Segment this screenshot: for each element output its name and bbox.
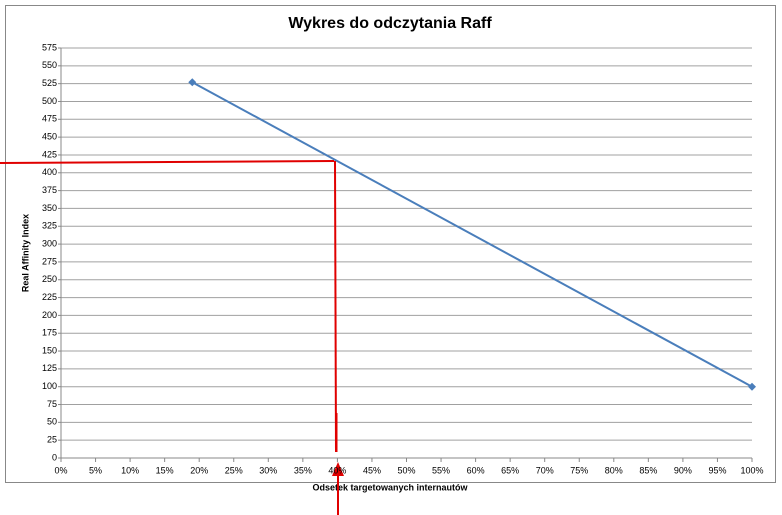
annotation: [0, 160, 344, 515]
x-tick-label: 20%: [190, 465, 208, 475]
x-tick-label: 25%: [225, 465, 243, 475]
x-tick-label: 40%: [328, 465, 346, 475]
y-tick-label: 175: [42, 328, 57, 338]
y-tick-label: 200: [42, 310, 57, 320]
y-tick-label: 250: [42, 274, 57, 284]
x-tick-label: 10%: [121, 465, 139, 475]
x-tick-label: 60%: [467, 465, 485, 475]
y-tick-label: 275: [42, 256, 57, 266]
y-tick-label: 125: [42, 363, 57, 373]
x-tick-label: 45%: [363, 465, 381, 475]
y-tick-label: 150: [42, 345, 57, 355]
x-tick-label: 70%: [536, 465, 554, 475]
data-point: [188, 78, 197, 87]
x-tick-label: 50%: [397, 465, 415, 475]
x-tick-label: 75%: [570, 465, 588, 475]
x-tick-label: 35%: [294, 465, 312, 475]
y-tick-label: 325: [42, 221, 57, 231]
y-tick-label: 75: [47, 399, 57, 409]
x-tick-label: 65%: [501, 465, 519, 475]
x-tick-label: 30%: [259, 465, 277, 475]
y-tick-label: 575: [42, 42, 57, 52]
data-line: [191, 81, 753, 388]
x-tick-label: 95%: [708, 465, 726, 475]
plot: [188, 78, 756, 391]
y-tick-label: 225: [42, 292, 57, 302]
annotation-line: [0, 160, 335, 164]
x-tick-label: 85%: [639, 465, 657, 475]
annotation-line: [334, 160, 337, 453]
x-tick-label: 55%: [432, 465, 450, 475]
y-tick-label: 400: [42, 167, 57, 177]
x-tick-label: 5%: [89, 465, 102, 475]
y-tick-label: 50: [47, 417, 57, 427]
y-tick-label: 475: [42, 114, 57, 124]
x-tick-label: 0%: [54, 465, 67, 475]
y-tick-label: 500: [42, 96, 57, 106]
data-point: [748, 382, 756, 391]
x-axis-title: Odsetek targetowanych internautów: [312, 482, 468, 492]
annotation-arrow-head: [332, 462, 344, 476]
y-tick-label: 300: [42, 238, 57, 248]
x-tick-label: 80%: [605, 465, 623, 475]
y-tick-label: 525: [42, 78, 57, 88]
x-tick-label: 15%: [156, 465, 174, 475]
y-tick-label: 375: [42, 185, 57, 195]
x-tick-label: 100%: [740, 465, 763, 475]
y-tick-label: 350: [42, 203, 57, 213]
y-tick-label: 25: [47, 435, 57, 445]
y-tick-label: 100: [42, 381, 57, 391]
y-axis-title: Real Affinity Index: [20, 214, 30, 292]
y-tick-label: 0: [52, 452, 57, 462]
y-tick-label: 425: [42, 149, 57, 159]
x-tick-label: 90%: [674, 465, 692, 475]
y-tick-label: 450: [42, 132, 57, 142]
chart-title: Wykres do odczytania Raff: [288, 15, 492, 32]
y-tick-label: 550: [42, 60, 57, 70]
